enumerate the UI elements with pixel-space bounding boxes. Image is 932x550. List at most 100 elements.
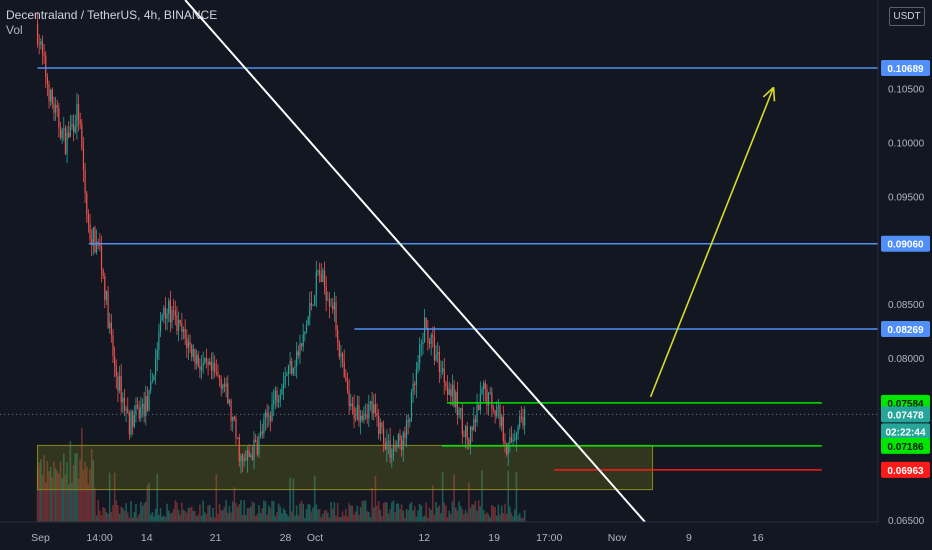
candle-body [305, 325, 308, 332]
volume-bar [208, 504, 211, 522]
candle-body [399, 434, 401, 441]
price-axis[interactable]: 0.06500 0.08000 0.08500 0.09500 0.10000 0.105… [877, 0, 932, 550]
volume-bar [166, 503, 168, 522]
volume-bar [318, 508, 321, 522]
candle-body [517, 426, 519, 434]
candle-body [82, 148, 85, 171]
candle-body [100, 246, 103, 270]
volume-bar [435, 501, 437, 522]
trendline[interactable] [184, 0, 654, 532]
volume-bar [258, 505, 260, 522]
candle-body [253, 439, 255, 461]
candle-body [92, 227, 94, 246]
candle-body [145, 396, 147, 416]
candle-body [433, 336, 436, 361]
candle-body [245, 458, 247, 460]
price-level-tag[interactable] [881, 321, 930, 338]
volume-bar [476, 510, 478, 522]
volume-bar [523, 509, 526, 522]
volume-bar [249, 506, 252, 522]
price-level-tag[interactable] [881, 437, 930, 454]
volume-bar [256, 514, 259, 522]
volume-bar [486, 512, 488, 522]
candle-body [58, 107, 60, 128]
time-tick-label: Oct [307, 532, 323, 544]
volume-bar [410, 502, 413, 522]
volume-bar [479, 506, 482, 522]
volume-bar [159, 508, 162, 522]
time-tick-label: 14 [141, 532, 153, 544]
volume-bar [48, 471, 50, 522]
candle-body [86, 193, 88, 215]
volume-bar [266, 514, 268, 522]
volume-indicator-label[interactable]: Vol [6, 23, 23, 37]
price-level-tag[interactable] [881, 461, 930, 478]
volume-bar [158, 514, 160, 522]
arrow-head [762, 86, 775, 98]
currency-badge[interactable]: USDT [889, 7, 925, 26]
candle-body [194, 349, 196, 364]
volume-bar [415, 516, 418, 522]
candle-body [184, 329, 186, 339]
candle-body [107, 291, 109, 328]
candle-body [53, 103, 55, 113]
volume-bar [241, 515, 244, 522]
volume-bar [420, 505, 423, 522]
price-level-tag[interactable] [881, 406, 930, 423]
volume-bar [349, 505, 352, 522]
volume-bar [81, 427, 83, 522]
symbol-title[interactable]: Decentraland / TetherUS, 4h, BINANCE [6, 8, 218, 22]
candle-body [81, 124, 83, 149]
candle-body [304, 331, 306, 335]
candle-body [348, 390, 350, 407]
volume-bar [450, 513, 452, 522]
candle-body [333, 302, 335, 310]
volume-bar [464, 509, 467, 522]
arrow-shaft[interactable] [649, 87, 775, 398]
price-level-tag[interactable] [881, 60, 930, 77]
candle-body [379, 422, 381, 435]
candle-body [487, 392, 490, 406]
candle-body [382, 427, 385, 443]
volume-bar [469, 507, 472, 522]
volume-bar [136, 517, 139, 522]
candle-body [56, 104, 58, 108]
candle-body [218, 375, 221, 380]
candle-body [435, 354, 437, 361]
volume-bar [271, 500, 273, 522]
candle-body [310, 302, 313, 306]
volume-bar [205, 513, 208, 522]
volume-bar [64, 474, 67, 522]
candle-body [132, 411, 134, 427]
time-axis[interactable]: Sep 14:00 14 21 28 Oct 12 19 17:00 Nov 9 16 [0, 521, 878, 550]
candle-body [364, 414, 367, 416]
candle-body [205, 357, 208, 362]
support-zone-rect[interactable] [37, 444, 654, 491]
price-level-tag-label: 0.07478 [887, 410, 924, 421]
volume-bar [374, 475, 377, 522]
price-level-tag[interactable] [881, 235, 930, 252]
candle-body [381, 422, 383, 428]
candle-body [492, 408, 495, 411]
volume-bar [463, 514, 465, 522]
volume-bar [210, 517, 213, 522]
volume-bar [117, 505, 119, 522]
volume-bar [94, 488, 96, 522]
candle-body [514, 439, 516, 440]
candle-body [391, 454, 393, 458]
volume-bar [204, 512, 206, 522]
projection-arrow[interactable] [649, 86, 776, 398]
volume-bar [361, 500, 364, 522]
volume-bar [336, 502, 339, 522]
volume-bar [489, 517, 491, 522]
downtrend-line[interactable] [184, 0, 654, 532]
price-level-tag[interactable] [881, 423, 930, 440]
candle-body [210, 361, 212, 371]
volume-bar [397, 503, 400, 522]
candle-body [473, 419, 475, 430]
volume-bar [153, 516, 155, 522]
candle-body [214, 362, 216, 373]
candle-body [312, 305, 314, 307]
